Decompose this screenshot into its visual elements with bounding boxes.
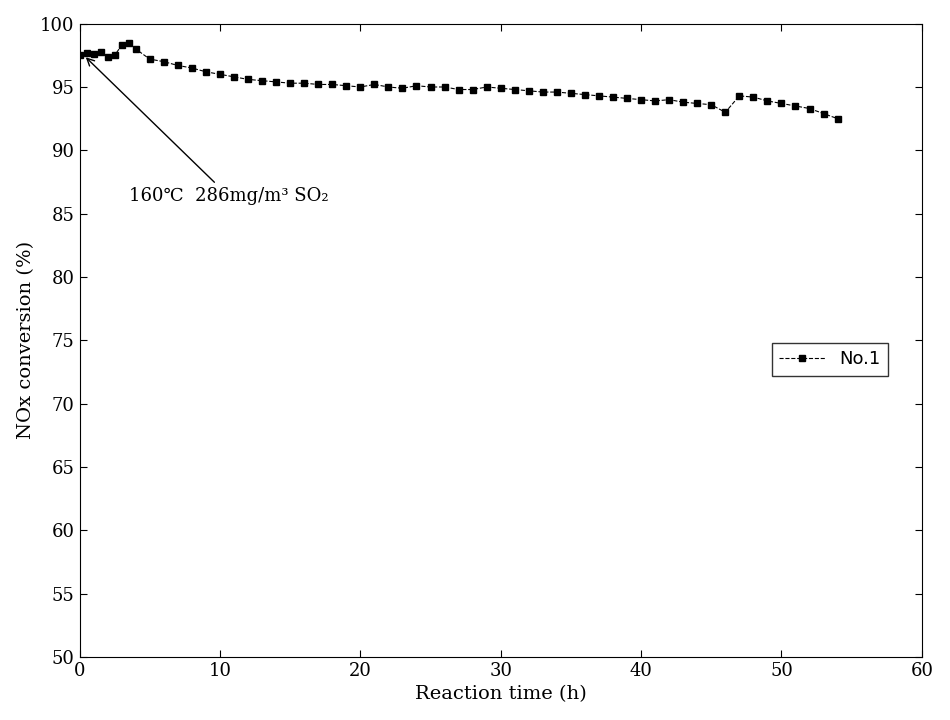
No.1 <box>621 94 633 103</box>
No.1 <box>88 50 100 58</box>
Line: No.1: No.1 <box>77 40 841 122</box>
Y-axis label: NOx conversion (%): NOx conversion (%) <box>17 241 34 439</box>
No.1 <box>123 38 134 47</box>
No.1 <box>832 114 844 123</box>
No.1 <box>242 75 254 84</box>
No.1 <box>116 41 127 50</box>
No.1 <box>453 85 465 94</box>
Text: 160℃  286mg/m³ SO₂: 160℃ 286mg/m³ SO₂ <box>86 58 329 205</box>
Legend: No.1: No.1 <box>772 343 887 376</box>
No.1 <box>74 51 85 60</box>
X-axis label: Reaction time (h): Reaction time (h) <box>415 685 586 703</box>
No.1 <box>158 58 169 66</box>
